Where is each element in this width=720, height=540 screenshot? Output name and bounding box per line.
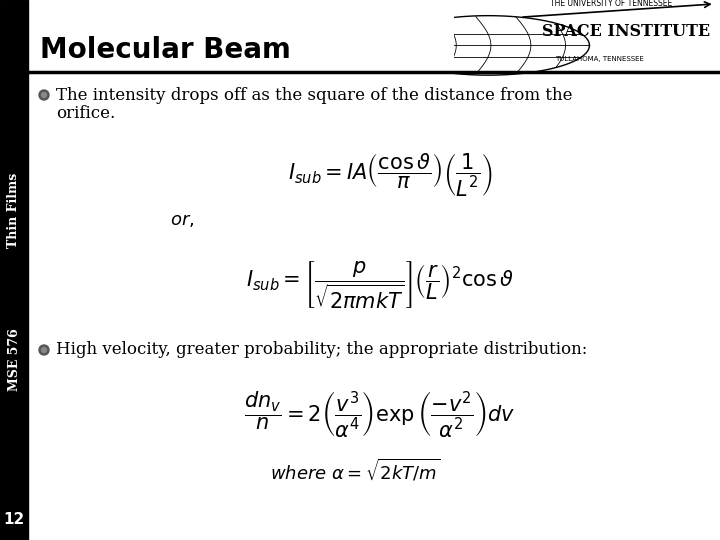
Text: $or,$: $or,$: [170, 211, 194, 229]
Text: $I_{sub} = \left[\dfrac{p}{\sqrt{2\pi mkT}}\right]\left(\dfrac{r}{L}\right)^2 \c: $I_{sub} = \left[\dfrac{p}{\sqrt{2\pi mk…: [246, 259, 514, 310]
Bar: [0, 0, 28, 540]
Text: $where\ \alpha = \sqrt{2kT/m}$: $where\ \alpha = \sqrt{2kT/m}$: [270, 457, 441, 483]
Text: THE UNIVERSITY OF TENNESSEE: THE UNIVERSITY OF TENNESSEE: [549, 0, 672, 9]
Circle shape: [42, 348, 47, 353]
Circle shape: [42, 92, 47, 98]
Circle shape: [39, 345, 49, 355]
Text: MSE 576: MSE 576: [7, 329, 20, 392]
Text: SPACE INSTITUTE: SPACE INSTITUTE: [541, 23, 710, 40]
Text: $I_{sub} = IA\left(\dfrac{\cos\vartheta}{\pi}\right)\left(\dfrac{1}{L^2}\right)$: $I_{sub} = IA\left(\dfrac{\cos\vartheta}…: [288, 152, 492, 199]
Text: High velocity, greater probability; the appropriate distribution:: High velocity, greater probability; the …: [56, 341, 588, 359]
Text: TULLAHOMA, TENNESSEE: TULLAHOMA, TENNESSEE: [555, 56, 644, 62]
Circle shape: [39, 90, 49, 100]
Text: orifice.: orifice.: [56, 105, 115, 122]
Text: 12: 12: [4, 512, 24, 528]
Text: Thin Films: Thin Films: [7, 172, 20, 248]
Text: The intensity drops off as the square of the distance from the: The intensity drops off as the square of…: [56, 86, 572, 104]
Text: Molecular Beam: Molecular Beam: [40, 36, 291, 64]
Text: $\dfrac{dn_v}{n} = 2\left(\dfrac{v^3}{\alpha^4}\right)\exp\left(\dfrac{-v^2}{\al: $\dfrac{dn_v}{n} = 2\left(\dfrac{v^3}{\a…: [244, 389, 516, 441]
